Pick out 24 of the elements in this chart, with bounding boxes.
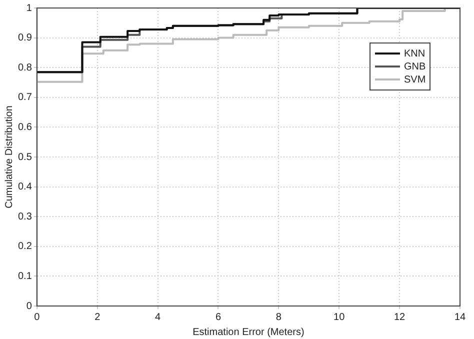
y-tick-label: 1	[26, 2, 32, 14]
y-tick-label: 0.4	[18, 182, 32, 193]
x-tick-label: 12	[394, 312, 406, 323]
y-tick-label: 0.9	[18, 32, 32, 44]
x-tick-label: 14	[454, 312, 466, 323]
y-tick-label: 0.3	[18, 211, 32, 222]
legend-label: GNB	[404, 61, 426, 72]
legend-label: SVM	[404, 74, 426, 86]
legend-label: KNN	[404, 48, 426, 60]
y-tick-label: 0.2	[18, 241, 32, 252]
x-tick-label: 0	[34, 312, 40, 323]
y-tick-label: 0.6	[18, 122, 32, 133]
y-tick-label: 0	[26, 300, 32, 312]
y-axis-title: Cumulative Distribution	[4, 106, 15, 208]
x-tick-label: 6	[215, 312, 222, 323]
y-tick-label: 0.5	[18, 152, 32, 163]
x-tick-label: 8	[276, 312, 282, 323]
y-tick-label: 0.8	[18, 62, 32, 74]
x-tick-label: 10	[334, 312, 346, 323]
x-tick-label: 2	[94, 312, 101, 323]
y-tick-label: 0.1	[18, 270, 32, 282]
y-tick-label: 0.7	[18, 92, 32, 104]
x-tick-label: 4	[155, 312, 162, 323]
x-axis-title: Estimation Error (Meters)	[192, 326, 304, 338]
